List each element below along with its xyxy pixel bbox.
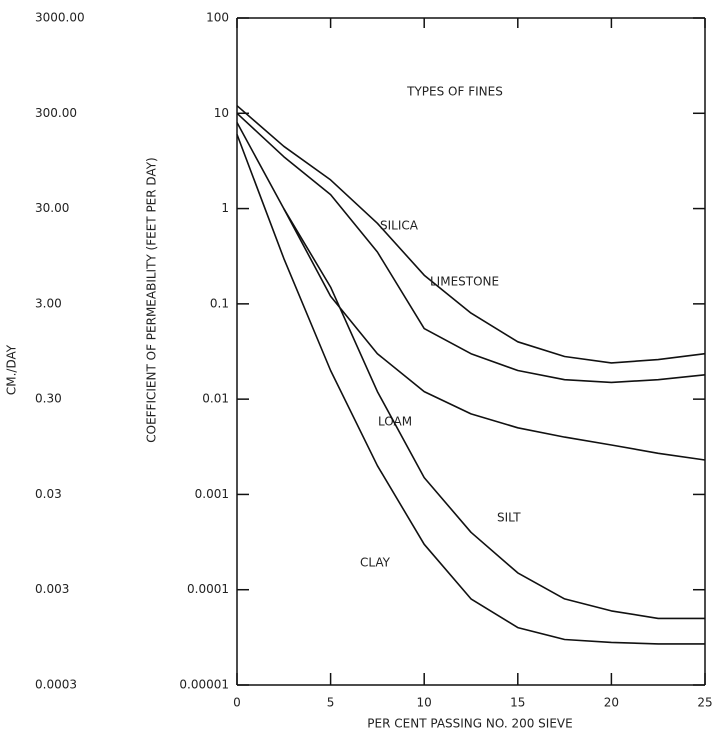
frame	[236, 17, 706, 686]
curve	[236, 122, 705, 620]
x-tick-label: 20	[604, 696, 619, 710]
curve-label: CLAY	[360, 556, 391, 570]
curve	[236, 105, 706, 364]
curve-label: LIMESTONE	[430, 275, 499, 289]
curve-label: SILICA	[380, 219, 419, 233]
y2-tick-label: 0.30	[35, 392, 62, 406]
annotation: TYPES OF FINES	[406, 85, 503, 99]
curve	[283, 208, 706, 461]
y-tick-label: 0.00001	[179, 678, 229, 692]
y-tick-label: 100	[206, 11, 229, 25]
curve-label: SILT	[497, 511, 521, 525]
y-tick-label: 1	[221, 201, 229, 215]
y-tick-label: 0.1	[210, 296, 229, 310]
x-tick-label: 0	[233, 696, 241, 710]
y-tick-label: 10	[214, 106, 229, 120]
y2-axis-label: CM./DAY	[5, 344, 19, 395]
y-tick-label: 0.001	[195, 487, 229, 501]
y2-tick-label: 0.0003	[35, 678, 77, 692]
y2-tick-label: 3.00	[35, 296, 62, 310]
y2-tick-label: 0.003	[35, 582, 69, 596]
y-tick-label: 0.0001	[187, 582, 229, 596]
y2-tick-label: 0.03	[35, 487, 62, 501]
curve-label: LOAM	[378, 415, 412, 429]
x-tick-label: 25	[697, 696, 712, 710]
y2-tick-label: 30.00	[35, 201, 69, 215]
y-tick-label: 0.01	[202, 392, 229, 406]
curve	[236, 112, 706, 384]
x-tick-label: 5	[327, 696, 335, 710]
y2-tick-label: 300.00	[35, 106, 77, 120]
x-tick-label: 15	[510, 696, 525, 710]
curve	[236, 134, 705, 645]
y-axis-label: COEFFICIENT OF PERMEABILITY (FEET PER DA…	[145, 157, 159, 443]
x-tick-label: 10	[417, 696, 432, 710]
y2-tick-label: 3000.00	[35, 11, 85, 25]
x-axis-label: PER CENT PASSING NO. 200 SIEVE	[367, 717, 572, 731]
